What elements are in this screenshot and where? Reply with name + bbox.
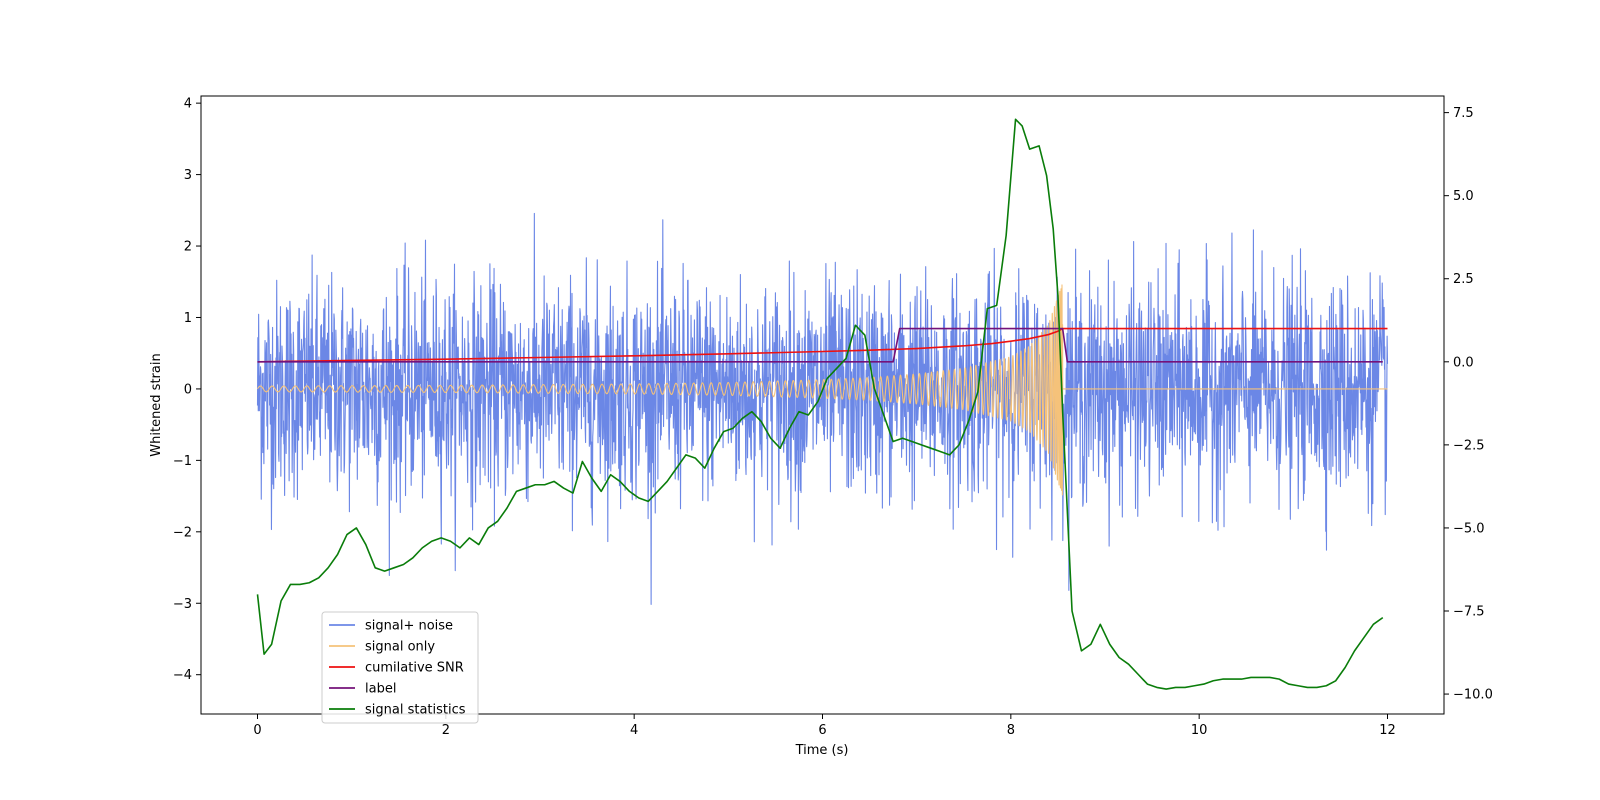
- series-line-signal-noise: [256, 212, 1389, 605]
- y2-tick-label: 5.0: [1453, 189, 1474, 204]
- y-tick-label: −4: [173, 668, 192, 683]
- y-tick-label: 0: [184, 382, 192, 397]
- x-tick-label: 12: [1379, 723, 1396, 738]
- y-axis-left: 4 3 2 1 0 −1 −2 −3 −4: [173, 97, 201, 683]
- y-tick-label: −1: [173, 454, 192, 469]
- legend-label: label: [365, 682, 396, 697]
- legend-label: signal only: [365, 640, 435, 655]
- y-tick-label: −2: [173, 525, 192, 540]
- x-tick-label: 2: [442, 723, 450, 738]
- legend: signal+ noise signal only cumilative SNR la…: [321, 611, 479, 724]
- series-line-signal-only: [257, 284, 1388, 496]
- y-tick-label: 3: [184, 168, 192, 183]
- y2-tick-label: −2.5: [1453, 438, 1485, 453]
- x-tick-label: 0: [253, 723, 261, 738]
- x-tick-label: 10: [1191, 723, 1208, 738]
- y2-tick-label: −5.0: [1453, 521, 1485, 536]
- y-tick-label: 4: [184, 97, 192, 112]
- legend-label: signal statistics: [365, 703, 466, 718]
- x-tick-label: 8: [1007, 723, 1015, 738]
- x-tick-label: 6: [818, 723, 826, 738]
- x-tick-label: 4: [630, 723, 638, 738]
- series-line-signal-statistics: [256, 118, 1384, 690]
- y2-tick-label: 7.5: [1453, 106, 1474, 121]
- series-line-label: [257, 327, 1383, 363]
- legend-label: signal+ noise: [365, 619, 453, 634]
- y2-tick-label: 2.5: [1453, 272, 1474, 287]
- y2-tick-label: 0.0: [1453, 355, 1474, 370]
- y-axis-label: Whitened strain: [149, 353, 164, 456]
- legend-label: cumilative SNR: [365, 661, 464, 676]
- x-axis-label: Time (s): [795, 743, 849, 758]
- y-tick-label: 1: [184, 311, 192, 326]
- y-axis-right: 7.5 5.0 2.5 0.0 −2.5 −5.0 −7.5 −10.0: [1444, 106, 1493, 703]
- y-tick-label: 2: [184, 240, 192, 255]
- legend-box: [321, 611, 479, 724]
- y-tick-label: −3: [173, 597, 192, 612]
- y2-tick-label: −7.5: [1453, 605, 1485, 620]
- plot-area: [256, 118, 1389, 690]
- y2-tick-label: −10.0: [1453, 688, 1493, 703]
